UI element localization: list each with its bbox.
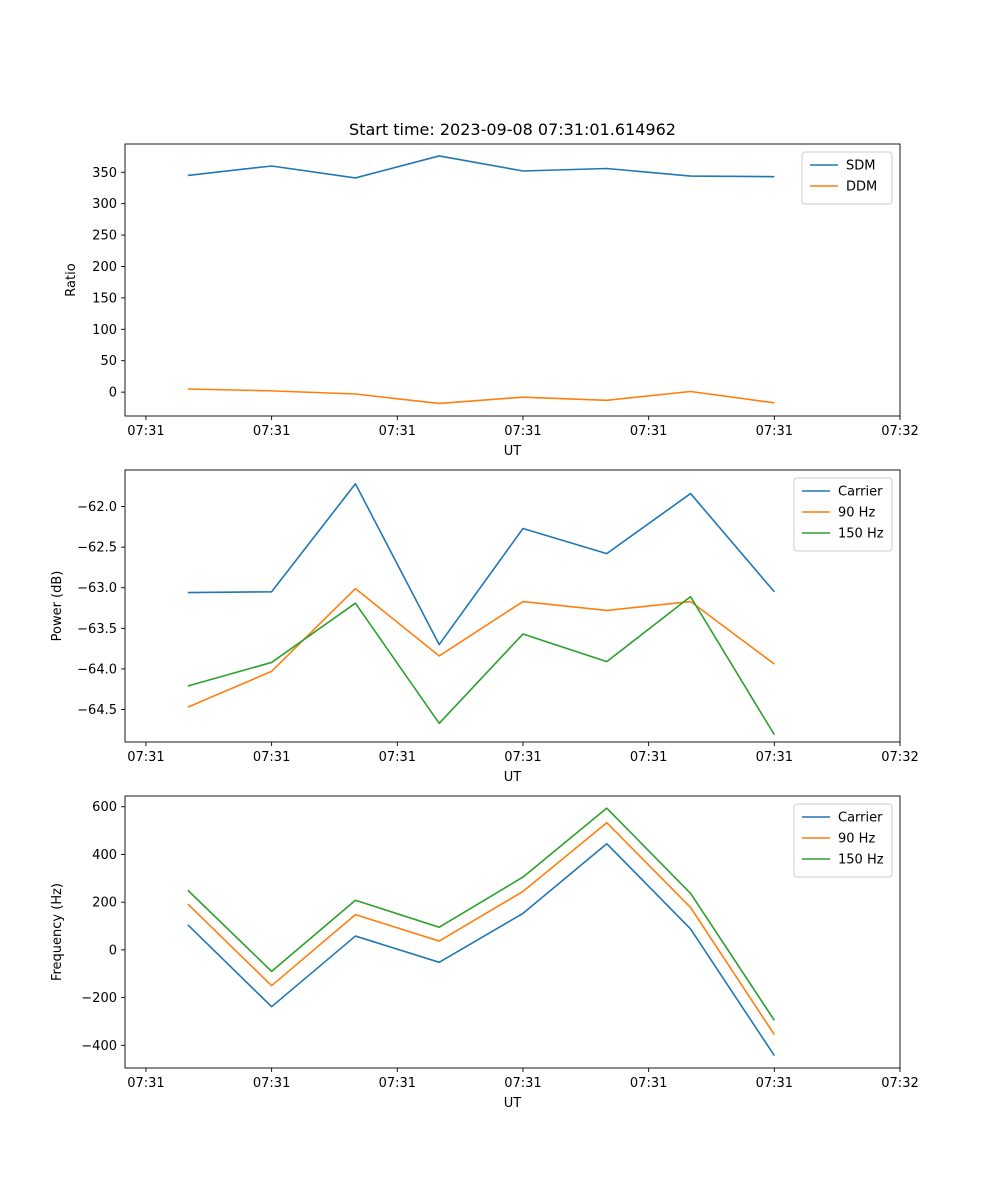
y-tick-label: −63.0 [77,581,117,596]
y-tick-label: 0 [109,943,117,958]
y-axis-label: Ratio [64,263,79,296]
legend: Carrier 90 Hz 150 Hz [793,803,893,878]
legend-label: 150 Hz [838,853,884,868]
x-tick-label: 07:31 [756,1076,793,1091]
legend-label: 90 Hz [838,506,875,521]
x-axis-label: UT [504,770,522,785]
y-tick-label: 100 [92,323,117,338]
x-tick-label: 07:31 [504,750,541,765]
legend-label: 90 Hz [838,832,875,847]
y-tick-label: −400 [81,1039,117,1054]
series-line-carrier [187,842,775,1057]
x-tick-label: 07:32 [881,1076,918,1091]
x-tick-label: 07:31 [127,1076,164,1091]
x-axis-label: UT [504,1096,522,1111]
x-tick-label: 07:31 [379,424,416,439]
panel-3: 07:31 07:31 07:31 07:31 07:31 07:31 07:32 −400 −… [50,795,919,1111]
series-line-90-hz [187,821,775,1036]
x-tick-label: 07:31 [756,424,793,439]
y-tick-label: 350 [92,166,117,181]
chart-title: Start time: 2023-09-08 07:31:01.614962 [349,120,676,139]
y-tick-label: −62.5 [77,541,117,556]
panel-2: 07:31 07:31 07:31 07:31 07:31 07:31 07:32 −64.5… [50,469,919,785]
axes-frame [124,469,901,743]
series-line-90-hz [187,587,775,708]
series-line-150-hz [187,807,775,1021]
series-line-ddm [187,388,775,405]
y-axis-label: Power (dB) [50,571,65,642]
x-tick-label: 07:31 [756,750,793,765]
y-tick-label: −64.0 [77,662,117,677]
y-tick-label: −200 [81,991,117,1006]
series-line-carrier [187,482,775,646]
y-tick-label: 150 [92,291,117,306]
x-tick-label: 07:31 [504,1076,541,1091]
x-tick-label: 07:32 [881,424,918,439]
x-tick-label: 07:31 [504,424,541,439]
y-axis-label: Frequency (Hz) [50,883,65,981]
x-tick-label: 07:32 [881,750,918,765]
x-tick-label: 07:31 [630,750,667,765]
x-tick-label: 07:31 [630,424,667,439]
y-tick-label: −62.0 [77,500,117,515]
x-tick-label: 07:31 [253,424,290,439]
axes-frame [124,143,901,417]
legend-label: SDM [846,159,875,174]
x-tick-label: 07:31 [379,750,416,765]
y-tick-label: 0 [109,386,117,401]
x-tick-label: 07:31 [253,1076,290,1091]
x-tick-label: 07:31 [379,1076,416,1091]
legend-label: 150 Hz [838,527,884,542]
y-tick-label: 200 [92,896,117,911]
y-tick-label: 50 [100,354,117,369]
y-tick-label: 200 [92,260,117,275]
y-tick-label: 400 [92,848,117,863]
y-tick-label: −64.5 [77,703,117,718]
legend-label: Carrier [838,485,883,500]
series-line-150-hz [187,595,776,736]
legend-label: DDM [846,180,877,195]
legend-label: Carrier [838,811,883,826]
y-tick-label: 250 [92,229,117,244]
panel-1: 07:31 07:31 07:31 07:31 07:31 07:31 07:32 0 50 10… [64,143,919,459]
x-tick-label: 07:31 [127,424,164,439]
x-axis-label: UT [504,444,522,459]
series-line-sdm [187,155,775,179]
legend: Carrier 90 Hz 150 Hz [793,477,893,552]
y-tick-label: −63.5 [77,622,117,637]
y-tick-label: 300 [92,197,117,212]
x-tick-label: 07:31 [127,750,164,765]
legend: SDM DDM [801,151,893,205]
axes-frame [124,795,901,1069]
x-tick-label: 07:31 [253,750,290,765]
x-tick-label: 07:31 [630,1076,667,1091]
y-tick-label: 600 [92,800,117,815]
